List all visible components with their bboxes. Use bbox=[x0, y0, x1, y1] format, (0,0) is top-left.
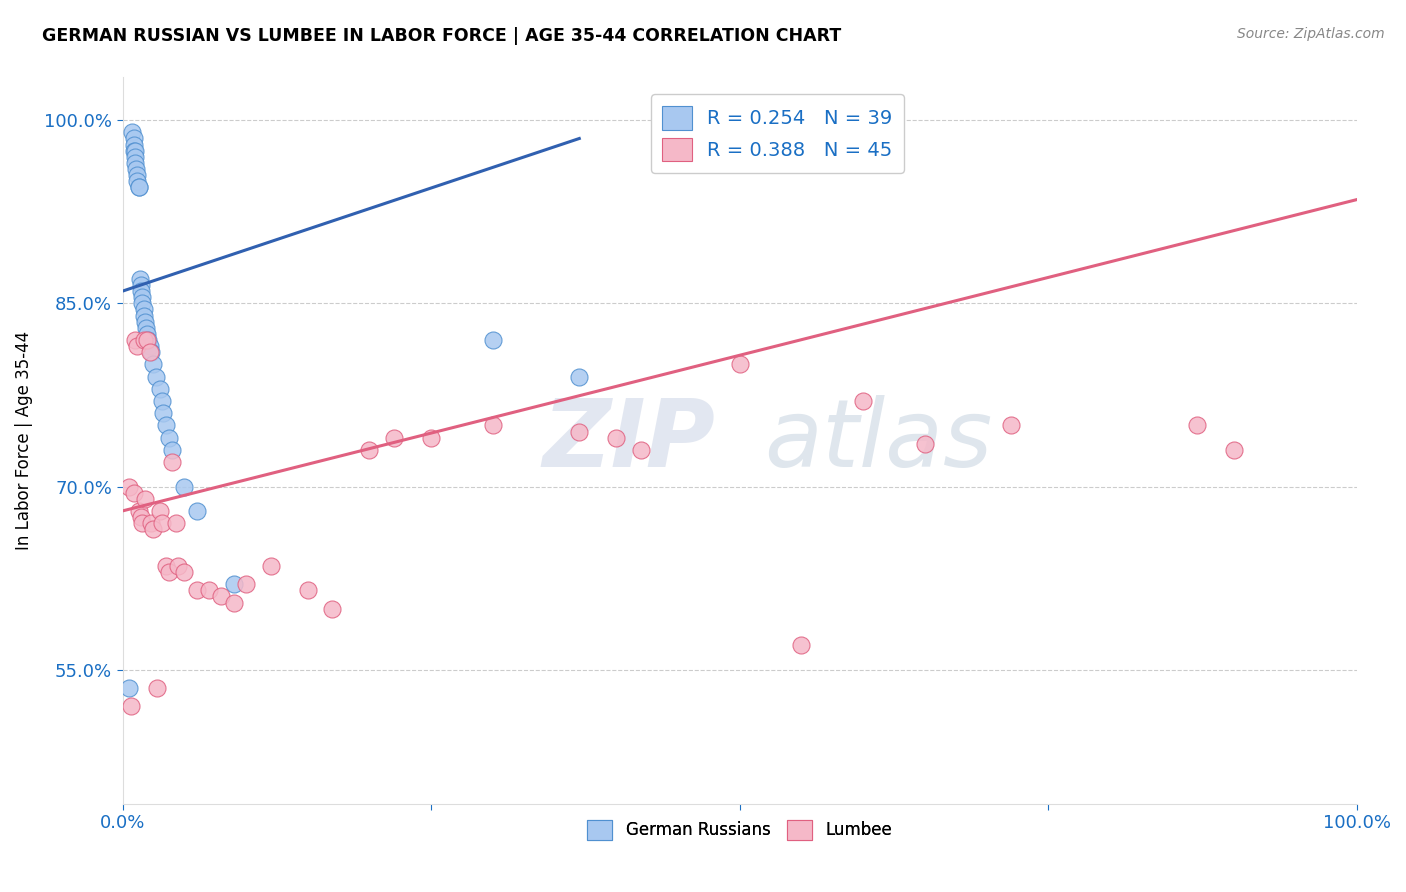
Point bbox=[568, 425, 591, 439]
Text: atlas: atlas bbox=[765, 395, 993, 486]
Point bbox=[605, 431, 627, 445]
Point bbox=[134, 315, 156, 329]
Point bbox=[132, 302, 155, 317]
Text: ZIP: ZIP bbox=[543, 395, 716, 487]
Point bbox=[482, 333, 505, 347]
Point bbox=[148, 382, 170, 396]
Point bbox=[128, 272, 150, 286]
Point bbox=[297, 583, 319, 598]
Point bbox=[382, 431, 405, 445]
Point bbox=[198, 583, 221, 598]
Point bbox=[129, 278, 152, 293]
Point bbox=[852, 394, 875, 409]
Point bbox=[152, 406, 174, 420]
Point bbox=[138, 339, 160, 353]
Point bbox=[121, 125, 143, 139]
Point bbox=[128, 504, 150, 518]
Point bbox=[1185, 418, 1208, 433]
Point bbox=[155, 558, 177, 573]
Point bbox=[159, 431, 181, 445]
Point bbox=[790, 638, 813, 652]
Point bbox=[132, 309, 155, 323]
Point bbox=[122, 144, 145, 158]
Point bbox=[155, 418, 177, 433]
Point bbox=[222, 577, 245, 591]
Point bbox=[222, 595, 245, 609]
Point bbox=[359, 442, 381, 457]
Point bbox=[235, 577, 257, 591]
Point bbox=[136, 326, 159, 341]
Point bbox=[129, 284, 152, 298]
Point bbox=[482, 418, 505, 433]
Point bbox=[321, 601, 343, 615]
Point bbox=[134, 491, 156, 506]
Point bbox=[1000, 418, 1022, 433]
Point bbox=[127, 168, 149, 182]
Point bbox=[120, 699, 142, 714]
Point bbox=[118, 681, 141, 695]
Point bbox=[146, 681, 169, 695]
Point bbox=[420, 431, 443, 445]
Point bbox=[728, 358, 751, 372]
Point bbox=[139, 516, 162, 530]
Text: Source: ZipAtlas.com: Source: ZipAtlas.com bbox=[1237, 27, 1385, 41]
Point bbox=[127, 174, 149, 188]
Point bbox=[131, 290, 153, 304]
Point bbox=[186, 504, 208, 518]
Point bbox=[135, 320, 157, 334]
Point bbox=[128, 180, 150, 194]
Point bbox=[124, 156, 146, 170]
Y-axis label: In Labor Force | Age 35-44: In Labor Force | Age 35-44 bbox=[15, 331, 32, 550]
Point bbox=[131, 296, 153, 310]
Point bbox=[159, 565, 181, 579]
Point bbox=[139, 345, 162, 359]
Point bbox=[127, 339, 149, 353]
Point bbox=[145, 369, 167, 384]
Point bbox=[118, 479, 141, 493]
Point bbox=[136, 333, 159, 347]
Point bbox=[1222, 442, 1244, 457]
Point bbox=[160, 455, 183, 469]
Text: GERMAN RUSSIAN VS LUMBEE IN LABOR FORCE | AGE 35-44 CORRELATION CHART: GERMAN RUSSIAN VS LUMBEE IN LABOR FORCE … bbox=[42, 27, 841, 45]
Point bbox=[138, 345, 160, 359]
Point bbox=[148, 504, 170, 518]
Point bbox=[129, 510, 152, 524]
Point bbox=[142, 358, 165, 372]
Point bbox=[150, 516, 173, 530]
Point bbox=[138, 333, 160, 347]
Point bbox=[122, 137, 145, 152]
Point bbox=[630, 442, 652, 457]
Point bbox=[124, 150, 146, 164]
Point bbox=[132, 333, 155, 347]
Point bbox=[260, 558, 283, 573]
Point bbox=[160, 442, 183, 457]
Point bbox=[186, 583, 208, 598]
Point bbox=[568, 369, 591, 384]
Point bbox=[122, 485, 145, 500]
Legend: German Russians, Lumbee: German Russians, Lumbee bbox=[581, 813, 898, 847]
Point bbox=[165, 516, 187, 530]
Point bbox=[124, 144, 146, 158]
Point bbox=[142, 522, 165, 536]
Point bbox=[167, 558, 190, 573]
Point bbox=[125, 161, 148, 176]
Point bbox=[124, 333, 146, 347]
Point bbox=[209, 590, 232, 604]
Point bbox=[914, 436, 936, 450]
Point bbox=[173, 479, 195, 493]
Point bbox=[128, 180, 150, 194]
Point bbox=[150, 394, 173, 409]
Point bbox=[131, 516, 153, 530]
Point bbox=[122, 131, 145, 145]
Point bbox=[173, 565, 195, 579]
